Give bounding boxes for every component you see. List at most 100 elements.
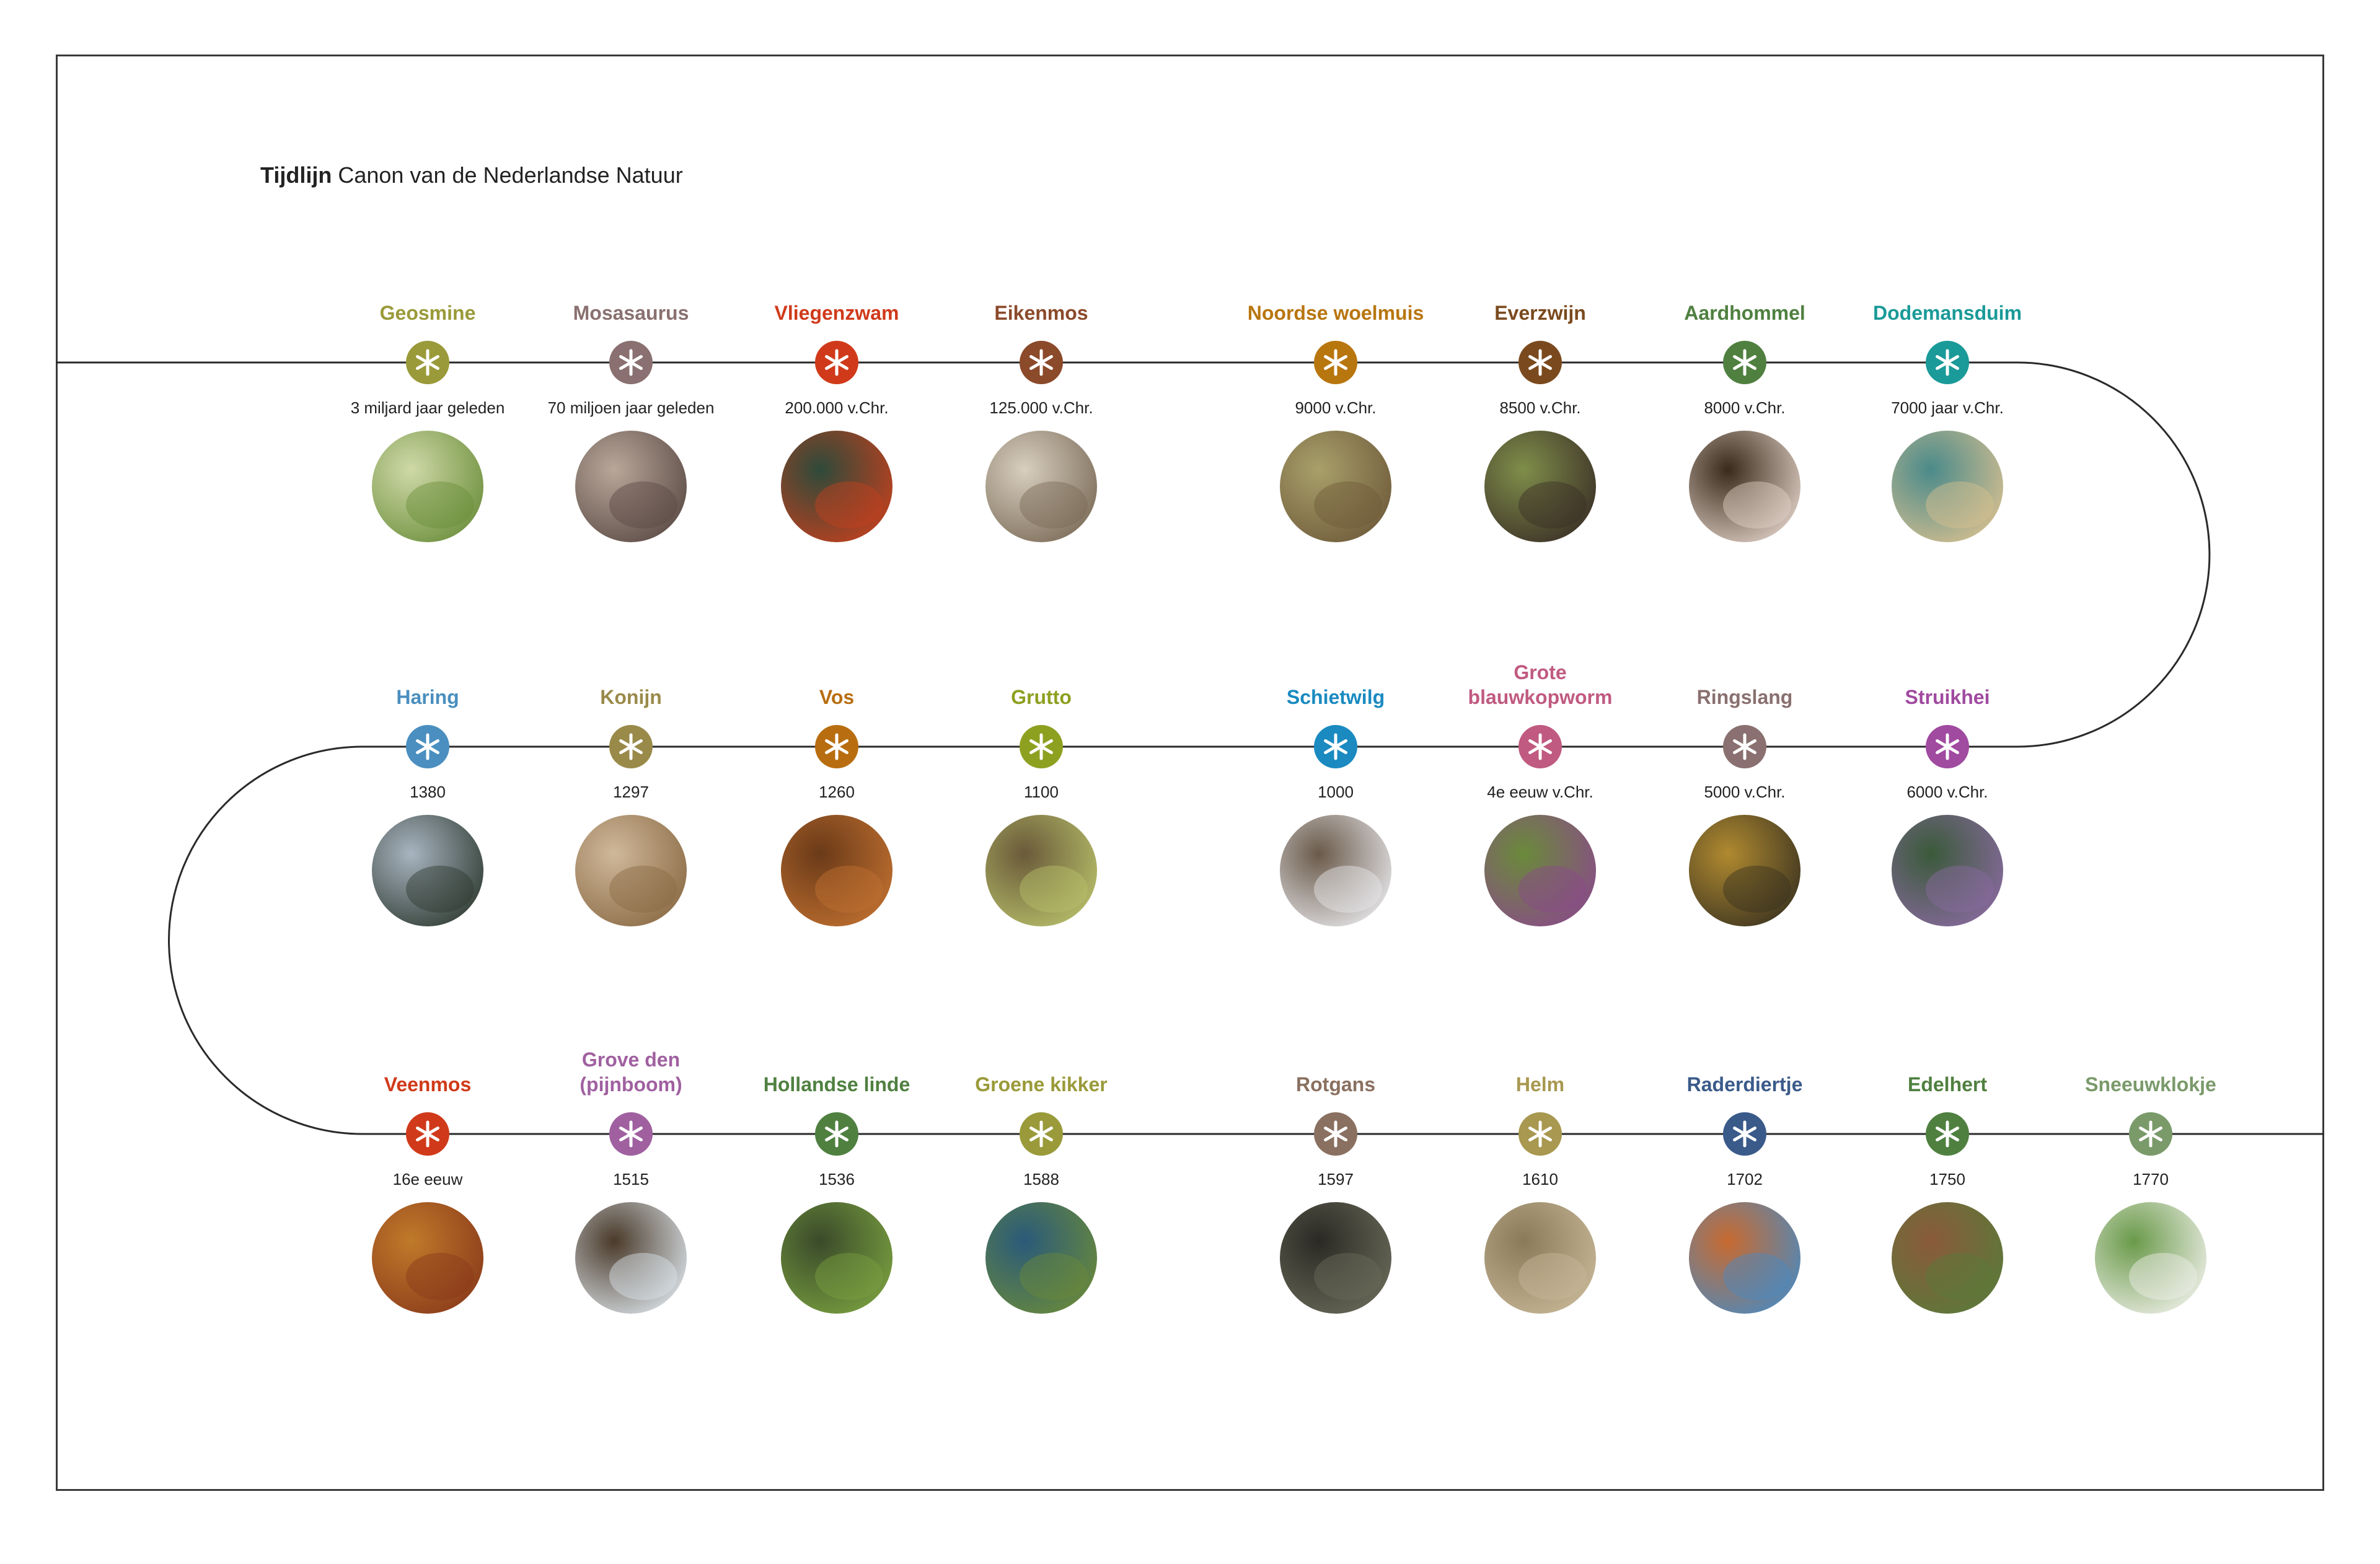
item-date: 1297 xyxy=(613,783,649,801)
item-photo[interactable] xyxy=(372,815,483,926)
item-name: Veenmos xyxy=(384,1073,472,1096)
item-name: Schietwilg xyxy=(1286,686,1385,708)
item-name: Struikhei xyxy=(1905,686,1990,708)
star-icon[interactable] xyxy=(1926,341,1969,384)
item-name: Dodemansduim xyxy=(1872,302,2022,324)
item-photo[interactable] xyxy=(372,431,483,542)
item-photo[interactable] xyxy=(1280,815,1391,926)
star-icon[interactable] xyxy=(1314,341,1357,384)
item-photo[interactable] xyxy=(1892,815,2003,926)
item-date: 7000 jaar v.Chr. xyxy=(1891,398,2004,417)
item-photo[interactable] xyxy=(1689,815,1800,926)
star-icon[interactable] xyxy=(609,725,653,768)
item-name: Raderdiertje xyxy=(1686,1073,1803,1096)
item-photo[interactable] xyxy=(2095,1202,2206,1314)
item-photo[interactable] xyxy=(1892,431,2003,542)
item-photo[interactable] xyxy=(985,1202,1097,1314)
item-name: Edelhert xyxy=(1907,1073,1988,1096)
star-icon[interactable] xyxy=(1926,1112,1969,1156)
item-photo[interactable] xyxy=(372,1202,483,1314)
item-date: 5000 v.Chr. xyxy=(1704,783,1786,801)
item-date: 70 miljoen jaar geleden xyxy=(547,398,715,417)
item-date: 1515 xyxy=(613,1170,649,1188)
star-icon[interactable] xyxy=(1926,725,1969,768)
star-icon[interactable] xyxy=(609,1112,653,1156)
star-icon[interactable] xyxy=(1314,1112,1357,1156)
item-photo[interactable] xyxy=(575,1202,687,1314)
item-name: Grote blauwkopworm xyxy=(1468,661,1613,708)
item-photo[interactable] xyxy=(781,431,892,542)
item-name: Noordse woelmuis xyxy=(1247,302,1424,324)
star-icon[interactable] xyxy=(1723,341,1766,384)
item-name: Helm xyxy=(1515,1073,1565,1096)
item-photo[interactable] xyxy=(1689,1202,1800,1314)
item-date: 1260 xyxy=(819,783,855,801)
item-date: 6000 v.Chr. xyxy=(1906,783,1988,801)
item-name: Aardhommel xyxy=(1684,302,1805,324)
item-date: 4e eeuw v.Chr. xyxy=(1487,783,1593,801)
star-icon[interactable] xyxy=(1723,725,1766,768)
item-date: 1588 xyxy=(1023,1170,1059,1188)
item-name: Konijn xyxy=(600,686,662,708)
item-date: 3 miljard jaar geleden xyxy=(350,398,505,417)
title-bold: Tijdlijn xyxy=(260,162,332,188)
item-name: Hollandse linde xyxy=(763,1073,910,1096)
item-date: 1610 xyxy=(1522,1170,1558,1188)
item-photo[interactable] xyxy=(985,815,1097,926)
item-date: 1380 xyxy=(410,783,446,801)
item-photo[interactable] xyxy=(1484,1202,1596,1314)
item-photo[interactable] xyxy=(1689,431,1800,542)
star-icon[interactable] xyxy=(609,341,653,384)
item-name: Sneeuwklokje xyxy=(2085,1073,2216,1096)
item-date: 1100 xyxy=(1024,783,1059,801)
item-date: 1750 xyxy=(1929,1170,1965,1188)
star-icon[interactable] xyxy=(1020,725,1063,768)
item-date: 1770 xyxy=(2133,1170,2169,1188)
item-name: Ringslang xyxy=(1696,686,1793,708)
item-name: Rotgans xyxy=(1296,1073,1375,1096)
item-date: 9000 v.Chr. xyxy=(1295,398,1377,417)
star-icon[interactable] xyxy=(406,725,449,768)
item-photo[interactable] xyxy=(1892,1202,2003,1314)
item-photo[interactable] xyxy=(575,431,687,542)
item-name: Everzwijn xyxy=(1494,302,1586,324)
item-name: Eikenmos xyxy=(994,302,1088,324)
item-name: Geosmine xyxy=(379,302,476,324)
item-photo[interactable] xyxy=(781,815,892,926)
star-icon[interactable] xyxy=(815,341,858,384)
item-photo[interactable] xyxy=(1484,815,1596,926)
item-photo[interactable] xyxy=(985,431,1097,542)
item-photo[interactable] xyxy=(1484,431,1596,542)
item-date: 1536 xyxy=(819,1170,855,1188)
item-photo[interactable] xyxy=(575,815,687,926)
star-icon[interactable] xyxy=(1518,725,1562,768)
item-name: Grove den (pijnboom) xyxy=(580,1048,682,1096)
star-icon[interactable] xyxy=(406,341,449,384)
star-icon[interactable] xyxy=(815,1112,858,1156)
item-date: 1702 xyxy=(1727,1170,1763,1188)
star-icon[interactable] xyxy=(406,1112,449,1156)
star-icon[interactable] xyxy=(1020,1112,1063,1156)
item-date: 1597 xyxy=(1318,1170,1354,1188)
item-date: 16e eeuw xyxy=(392,1170,463,1188)
item-photo[interactable] xyxy=(1280,1202,1391,1314)
item-name: Grutto xyxy=(1011,686,1072,708)
star-icon[interactable] xyxy=(1723,1112,1766,1156)
item-date: 8000 v.Chr. xyxy=(1704,398,1786,417)
star-icon[interactable] xyxy=(1518,341,1562,384)
item-date: 200.000 v.Chr. xyxy=(785,398,889,417)
item-date: 125.000 v.Chr. xyxy=(989,398,1093,417)
item-date: 1000 xyxy=(1318,783,1354,801)
page-title: Tijdlijn Canon van de Nederlandse Natuur xyxy=(260,162,683,188)
item-name: Groene kikker xyxy=(975,1073,1108,1096)
star-icon[interactable] xyxy=(1314,725,1357,768)
item-name: Vliegenzwam xyxy=(774,302,899,324)
item-photo[interactable] xyxy=(781,1202,892,1314)
item-photo[interactable] xyxy=(1280,431,1391,542)
item-name: Mosasaurus xyxy=(573,302,689,324)
star-icon[interactable] xyxy=(815,725,858,768)
star-icon[interactable] xyxy=(1518,1112,1562,1156)
star-icon[interactable] xyxy=(2129,1112,2172,1156)
star-icon[interactable] xyxy=(1020,341,1063,384)
